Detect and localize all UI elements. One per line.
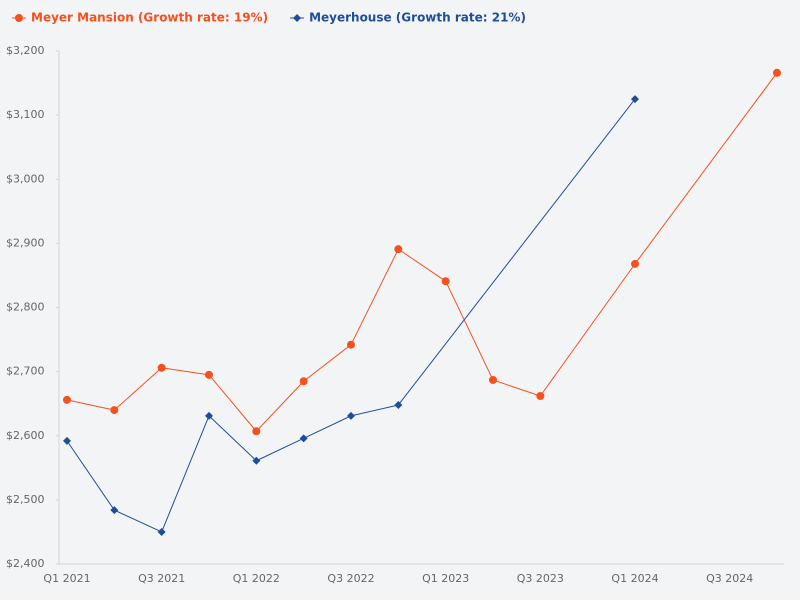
line-segment [161,367,210,376]
point [347,411,355,420]
x-tick-label: Q1 2024 [611,572,658,585]
point [299,434,308,443]
line-segment [350,404,399,417]
line-segment [539,263,636,397]
line-segment [208,374,257,432]
point [252,456,261,465]
line-segment [398,248,446,282]
legend-marker [15,14,23,22]
line-segment [492,379,541,397]
y-tick-label: $3,000 [6,172,45,185]
x-tick-label: Q1 2021 [43,572,90,585]
line-segment [161,415,210,533]
point [773,68,781,77]
y-tick-label: $2,900 [6,236,45,249]
point [347,340,355,349]
y-tick-label: $2,400 [6,557,45,570]
y-tick-label: $2,500 [6,493,45,506]
point [299,377,308,386]
point [631,259,639,268]
point [205,411,213,420]
line-segment [66,440,115,511]
point [63,436,71,445]
point [441,277,450,286]
x-tick-label: Q1 2022 [233,572,280,585]
line-segment [634,72,778,265]
y-tick-label: $3,200 [6,44,45,57]
y-tick-label: $2,800 [6,301,45,314]
y-tick-label: $3,100 [6,108,45,121]
line-segment [303,344,352,382]
point [252,427,261,436]
point [63,395,71,404]
x-tick-label: Q3 2023 [517,572,564,585]
point [394,400,403,409]
line-segment [256,437,304,462]
legend[interactable]: Meyer Mansion (Growth rate: 19%) [31,11,268,25]
legend[interactable]: Meyerhouse (Growth rate: 21%) [309,11,526,25]
point [157,527,166,536]
line-segment [114,509,162,533]
point [631,95,639,104]
x-tick-label: Q3 2024 [706,572,753,585]
point [394,245,403,254]
line-segment [350,248,399,345]
point [536,391,545,400]
line-segment [208,415,257,462]
line-segment [445,280,494,381]
point [110,506,119,515]
point [489,375,497,384]
line-segment [303,415,352,439]
x-tick-label: Q1 2023 [422,572,469,585]
line-segment [114,367,162,411]
line-segment [397,98,636,406]
y-tick-label: $2,600 [6,429,45,442]
point [205,370,213,379]
point [157,363,166,372]
legend-marker [293,14,302,22]
point [110,406,119,415]
line-segment [66,399,115,411]
x-tick-label: Q3 2021 [138,572,185,585]
y-tick-label: $2,700 [6,365,45,378]
x-tick-label: Q3 2022 [327,572,374,585]
line-segment [255,380,305,432]
